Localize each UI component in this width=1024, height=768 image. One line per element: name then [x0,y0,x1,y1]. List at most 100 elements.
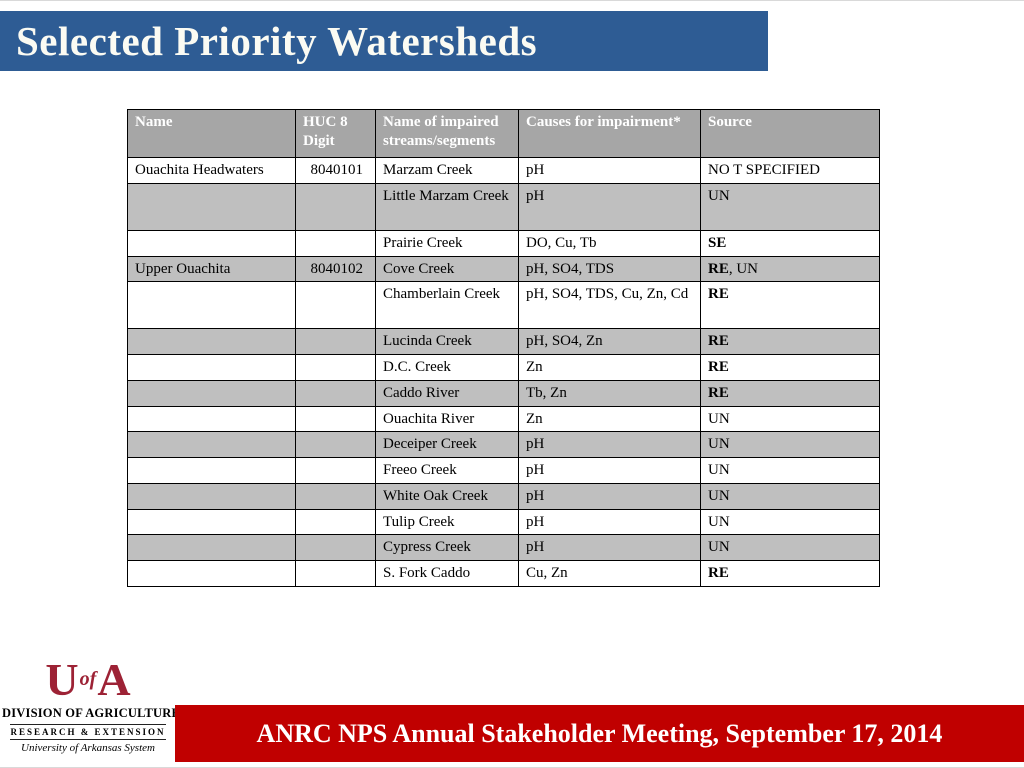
logo-letter-u: U [45,654,79,705]
stream-cell: Caddo River [375,379,519,407]
stream-cell: Marzam Creek [375,157,519,184]
causes-cell: pH, SO4, TDS [518,255,701,283]
source-cell: NO T SPECIFIED [700,157,880,184]
huc-cell [295,281,376,330]
huc-cell [295,508,376,536]
table-row: Chamberlain Creek pH, SO4, TDS, Cu, Zn, … [127,281,880,330]
huc-cell [295,328,376,355]
source-bold-text: RE [708,286,729,303]
logo-letter-of: of [79,668,97,690]
watershed-name-cell [127,482,296,510]
logo-division-text: DIVISION OF AGRICULTURE [2,706,181,720]
source-cell: UN [700,482,880,510]
source-cell: UN [700,431,880,458]
table-row: Ouachita Headwaters 8040101 Marzam Creek… [127,157,880,184]
huc-cell: 8040102 [295,255,376,283]
footer-bar: ANRC NPS Annual Stakeholder Meeting, Sep… [175,705,1024,762]
table-row: Lucinda Creek pH, SO4, Zn RE [127,328,880,355]
title-bar: Selected Priority Watersheds [0,11,768,71]
table-row: Tulip Creek pH UN [127,508,880,536]
watershed-name-cell [127,182,296,231]
table-row: Freeo Creek pH UN [127,457,880,484]
university-logo: UofA DIVISION OF AGRICULTURE RESEARCH & … [2,657,181,755]
huc-cell [295,229,376,257]
huc-cell [295,560,376,587]
causes-cell: pH [518,482,701,510]
watershed-name-cell [127,457,296,484]
logo-system-text: University of Arkansas System [21,742,155,754]
stream-cell: Tulip Creek [375,508,519,536]
column-header-huc: HUC 8 Digit [295,109,376,158]
page-title: Selected Priority Watersheds [16,18,538,64]
watershed-name-cell [127,379,296,407]
watershed-name-cell [127,405,296,433]
watershed-name-cell: Upper Ouachita [127,255,296,283]
table-row: Cypress Creek pH UN [127,534,880,561]
source-cell: UN [700,457,880,484]
watershed-name-cell: Ouachita Headwaters [127,157,296,184]
source-cell: UN [700,182,880,231]
stream-cell: Deceiper Creek [375,431,519,458]
table-row: S. Fork Caddo Cu, Zn RE [127,560,880,587]
huc-cell: 8040101 [295,157,376,184]
column-header-streams: Name of impaired streams/segments [375,109,519,158]
huc-cell [295,457,376,484]
column-header-causes: Causes for impairment* [518,109,701,158]
causes-cell: pH [518,508,701,536]
huc-cell [295,431,376,458]
source-text: UN [708,539,730,556]
causes-cell: Tb, Zn [518,379,701,407]
watershed-name-cell [127,508,296,536]
source-cell: UN [700,405,880,433]
watershed-name-cell [127,354,296,381]
huc-cell [295,354,376,381]
source-text: NO T SPECIFIED [708,162,820,178]
source-bold-text: RE [708,260,729,277]
source-bold-text: SE [708,234,727,251]
huc-cell [295,379,376,407]
causes-cell: Zn [518,354,701,381]
table-row: Deceiper Creek pH UN [127,431,880,458]
huc-cell [295,405,376,433]
source-text: UN [708,187,730,204]
huc-cell [295,534,376,561]
causes-cell: pH [518,534,701,561]
table-row: Prairie Creek DO, Cu, Tb SE [127,229,880,257]
table-header-row: Name HUC 8 Digit Name of impaired stream… [127,109,880,158]
table-row: Upper Ouachita 8040102 Cove Creek pH, SO… [127,255,880,283]
causes-cell: DO, Cu, Tb [518,229,701,257]
logo-letter-a: A [97,654,131,705]
stream-cell: D.C. Creek [375,354,519,381]
uofa-logo-mark: UofA [2,657,174,703]
causes-cell: pH, SO4, Zn [518,328,701,355]
stream-cell: Cove Creek [375,255,519,283]
source-bold-text: RE [708,384,729,401]
column-header-source: Source [700,109,880,158]
source-cell: RE, UN [700,255,880,283]
table-row: D.C. Creek Zn RE [127,354,880,381]
huc-cell [295,182,376,231]
watershed-name-cell [127,281,296,330]
watershed-table: Name HUC 8 Digit Name of impaired stream… [127,109,880,587]
table-row: Caddo River Tb, Zn RE [127,379,880,407]
source-text: UN [708,462,730,478]
source-cell: RE [700,328,880,355]
source-text: UN [708,513,730,530]
watershed-name-cell [127,534,296,561]
huc-cell [295,482,376,510]
stream-cell: S. Fork Caddo [375,560,519,587]
column-header-name: Name [127,109,296,158]
stream-cell: Ouachita River [375,405,519,433]
logo-research-extension-text: RESEARCH & EXTENSION [10,724,166,740]
stream-cell: Prairie Creek [375,229,519,257]
stream-cell: Little Marzam Creek [375,182,519,231]
causes-cell: pH [518,182,701,231]
table-row: Ouachita River Zn UN [127,405,880,433]
causes-cell: Cu, Zn [518,560,701,587]
causes-cell: pH [518,157,701,184]
source-bold-text: RE [708,333,729,350]
watershed-name-cell [127,560,296,587]
footer-text: ANRC NPS Annual Stakeholder Meeting, Sep… [256,718,943,748]
source-cell: RE [700,379,880,407]
